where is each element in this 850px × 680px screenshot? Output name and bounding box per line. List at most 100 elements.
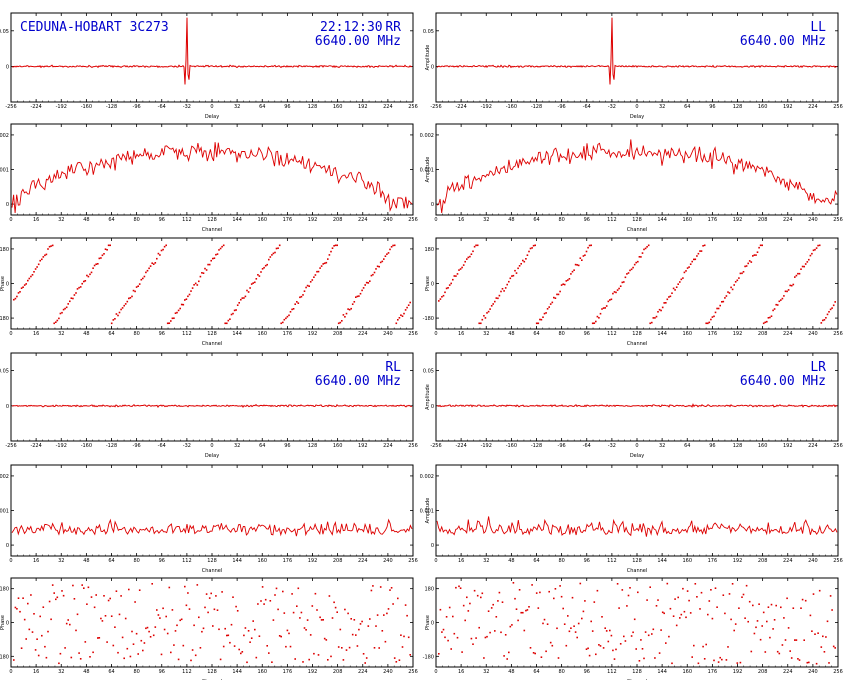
phase-point — [469, 602, 471, 605]
phase-point — [610, 298, 613, 301]
y-tick-label: 0 — [431, 404, 434, 410]
frequency-label: 6640.00 MHz — [315, 374, 401, 389]
phase-point — [804, 599, 807, 602]
phase-point — [305, 286, 307, 289]
phase-point — [269, 600, 272, 602]
x-tick-label: 176 — [283, 558, 293, 564]
phase-point — [177, 658, 180, 661]
phase-point — [734, 623, 737, 625]
phase-point — [559, 290, 561, 293]
phase-point — [461, 651, 463, 653]
phase-point — [117, 651, 119, 654]
x-tick-label: 32 — [659, 443, 665, 449]
x-tick-label: -64 — [158, 443, 166, 449]
phase-point — [84, 280, 87, 282]
phase-point — [387, 252, 390, 254]
phase-point — [247, 291, 250, 293]
phase-point — [675, 286, 678, 288]
phase-point — [633, 618, 636, 621]
phase-point — [313, 276, 315, 278]
phase-point — [522, 259, 524, 262]
phase-point — [467, 610, 470, 612]
x-tick-label: 208 — [758, 558, 768, 564]
phase-point — [92, 651, 94, 654]
x-tick-label: 128 — [632, 669, 642, 675]
phase-point — [651, 321, 653, 324]
phase-point — [263, 266, 265, 269]
phase-point — [208, 597, 211, 599]
phase-point — [162, 248, 164, 251]
phase-point — [75, 292, 77, 294]
y-tick-label: 180 — [0, 247, 9, 253]
x-tick-label: 64 — [533, 669, 539, 675]
phase-point — [630, 268, 633, 271]
x-tick-label: 128 — [308, 104, 318, 110]
phase-point — [166, 322, 169, 325]
phase-point — [83, 280, 85, 283]
phase-point — [104, 248, 107, 250]
phase-point — [81, 584, 83, 586]
x-tick-label: 16 — [33, 331, 39, 337]
phase-point — [303, 627, 306, 629]
phase-point — [714, 311, 717, 314]
phase-point — [134, 601, 136, 603]
x-tick-label: 128 — [308, 443, 318, 449]
phase-point — [511, 624, 513, 626]
x-tick-label: 96 — [584, 558, 590, 564]
phase-point — [814, 633, 816, 635]
phase-point — [605, 630, 608, 632]
phase-point — [370, 589, 373, 592]
phase-point — [325, 639, 328, 641]
x-tick-label: 80 — [133, 331, 139, 337]
phase-point — [686, 590, 689, 592]
phase-point — [28, 628, 31, 631]
phase-point — [103, 253, 105, 255]
phase-point — [294, 658, 296, 660]
phase-point — [548, 590, 550, 593]
phase-point — [689, 612, 692, 614]
phase-point — [163, 628, 166, 631]
phase-point — [637, 260, 639, 263]
phase-point — [778, 652, 781, 655]
phase-point — [584, 254, 586, 256]
phase-point — [397, 319, 399, 321]
phase-point — [456, 273, 459, 275]
x-tick-label: 144 — [657, 558, 667, 564]
y-tick-label: 0.001 — [420, 168, 434, 174]
phase-point — [244, 295, 247, 298]
phase-point — [624, 276, 627, 279]
phase-point — [526, 609, 529, 611]
phase-point — [120, 308, 122, 311]
phase-point — [613, 658, 616, 660]
phase-point — [595, 320, 597, 323]
x-tick-label: 224 — [358, 217, 368, 223]
phase-point — [409, 654, 411, 656]
phase-point — [554, 297, 557, 299]
phase-point — [22, 597, 24, 599]
phase-point — [297, 302, 300, 304]
phase-point — [137, 653, 139, 655]
phase-point — [61, 590, 63, 592]
phase-point — [280, 635, 282, 638]
x-tick-label: 16 — [33, 669, 39, 675]
phase-point — [135, 286, 138, 288]
phase-point — [623, 635, 625, 638]
phase-point — [500, 290, 502, 293]
phase-point — [677, 596, 679, 599]
phase-point — [719, 656, 721, 659]
phase-point — [143, 275, 146, 278]
phase-point — [619, 643, 622, 645]
x-tick-label: 80 — [558, 669, 564, 675]
phase-point — [308, 658, 310, 661]
phase-point — [498, 591, 501, 594]
time-label: 22:12:30 — [320, 20, 383, 35]
phase-point — [557, 657, 560, 659]
x-tick-label: -256 — [5, 443, 16, 449]
phase-point — [546, 308, 549, 310]
phase-point — [694, 258, 697, 261]
phase-point — [376, 265, 379, 268]
phase-point — [461, 266, 463, 269]
phase-point — [452, 615, 454, 618]
phase-point — [201, 630, 203, 633]
phase-point — [146, 626, 149, 629]
